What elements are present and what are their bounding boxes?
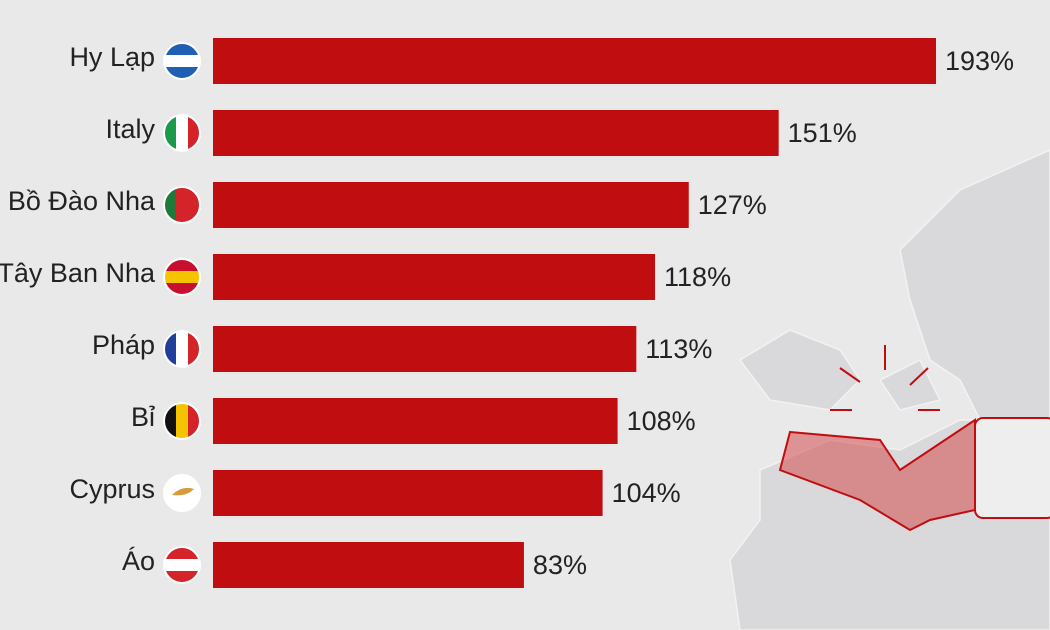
bar [213,254,656,300]
category-label: Bồ Đào Nha [8,186,156,216]
flag-icon [163,402,201,440]
category-label: Hy Lạp [69,42,155,72]
bar [213,38,936,84]
flag-border [163,186,201,224]
bar [213,470,603,516]
plot: Hy Lạp 193% Italy 151% Bồ Đào Nha 127% Tây Ban… [0,38,1014,588]
flag-icon [163,186,201,224]
flag-border [163,546,201,584]
category-label: Pháp [92,330,155,360]
value-label: 108% [627,406,696,436]
flag-border [163,42,201,80]
value-label: 193% [945,46,1014,76]
flag-stripe [164,271,200,283]
flag-border [163,330,201,368]
flag-icon [163,42,201,80]
category-label: Áo [122,546,155,576]
bar [213,398,618,444]
flag-icon [163,474,201,512]
value-label: 104% [612,478,681,508]
flag-icon [163,258,201,296]
flag-stripe [164,559,200,571]
flag-stripe [176,115,188,151]
flag-border [163,258,201,296]
flag-icon [163,546,201,584]
flag-stripe [164,55,200,67]
flag-stripe [176,187,188,223]
category-label: Bỉ [131,402,155,432]
value-label: 83% [533,550,587,580]
bar [213,110,779,156]
bar [213,182,689,228]
value-label: 127% [698,190,767,220]
value-label: 118% [664,262,731,292]
flag-stripe [176,331,188,367]
category-label: Tây Ban Nha [0,258,156,288]
bar [213,542,524,588]
flag-border [163,114,201,152]
flag-stripe [176,403,188,439]
value-label: 113% [645,334,712,364]
flag-icon [163,114,201,152]
category-label: Italy [105,114,155,144]
flag-border [163,402,201,440]
flag-island [172,487,194,496]
flag-icon [163,330,201,368]
flag-border [163,474,201,512]
value-label: 151% [788,118,857,148]
highlight-decoration [778,345,1050,532]
bar [213,326,637,372]
category-label: Cyprus [69,474,155,504]
